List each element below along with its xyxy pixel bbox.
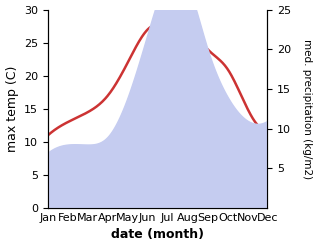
- Y-axis label: med. precipitation (kg/m2): med. precipitation (kg/m2): [302, 39, 313, 179]
- X-axis label: date (month): date (month): [111, 228, 204, 242]
- Y-axis label: max temp (C): max temp (C): [5, 66, 18, 152]
